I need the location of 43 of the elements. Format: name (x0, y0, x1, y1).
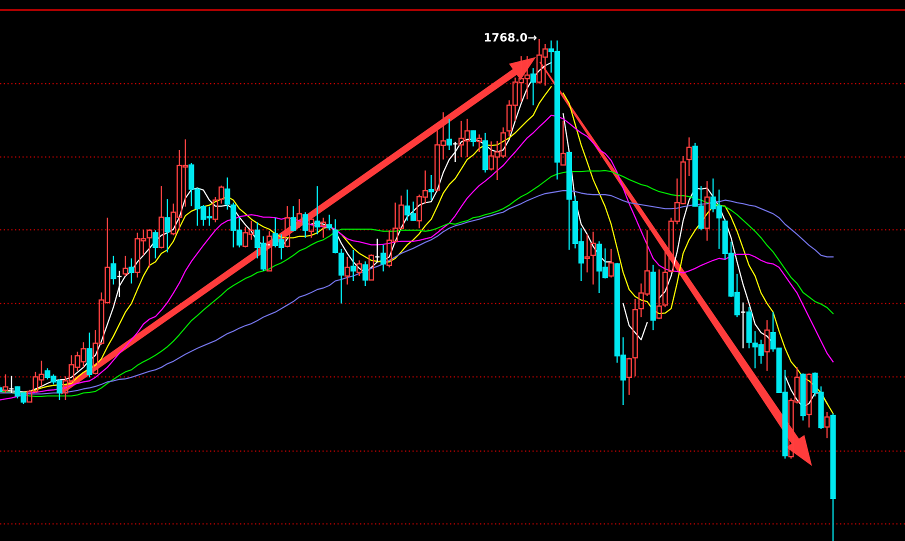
candlestick (308, 216, 314, 238)
candlestick (380, 244, 386, 272)
candlestick (266, 230, 272, 272)
candlestick (764, 319, 770, 372)
annotation: 1768.0→ (484, 32, 537, 42)
candlestick (296, 198, 302, 228)
candlestick (446, 118, 452, 151)
candlestick (290, 206, 296, 232)
candlestick (650, 264, 656, 331)
candlestick (560, 120, 566, 166)
candlestick (566, 152, 572, 250)
candlestick (164, 198, 170, 253)
candlestick (530, 67, 536, 106)
candlestick (320, 217, 326, 238)
candlestick (128, 258, 134, 284)
candlestick (428, 174, 434, 201)
candlestick (326, 214, 332, 231)
candlestick (158, 185, 164, 249)
candlestick (284, 206, 290, 248)
candlestick (344, 256, 350, 286)
candlestick (470, 130, 476, 148)
candlestick (656, 268, 662, 320)
candlestick (590, 231, 596, 286)
candlestick (830, 412, 836, 541)
candlestick (806, 372, 812, 428)
candlestick (110, 255, 116, 286)
candlestick (686, 136, 692, 177)
candlestick (608, 248, 614, 278)
candlestick (152, 230, 158, 259)
candlestick (302, 212, 308, 238)
candlestick (356, 260, 362, 277)
candlestick (824, 411, 830, 439)
candlestick (314, 185, 320, 235)
candlestick (86, 332, 92, 378)
candlestick (584, 234, 590, 274)
candlestick (362, 260, 368, 287)
candlestick (482, 132, 488, 174)
candlestick (476, 134, 482, 153)
candlestick (350, 249, 356, 282)
candlestick (662, 244, 668, 308)
candlestick (2, 374, 8, 394)
candlestick (704, 180, 710, 242)
candlestick (122, 255, 128, 277)
